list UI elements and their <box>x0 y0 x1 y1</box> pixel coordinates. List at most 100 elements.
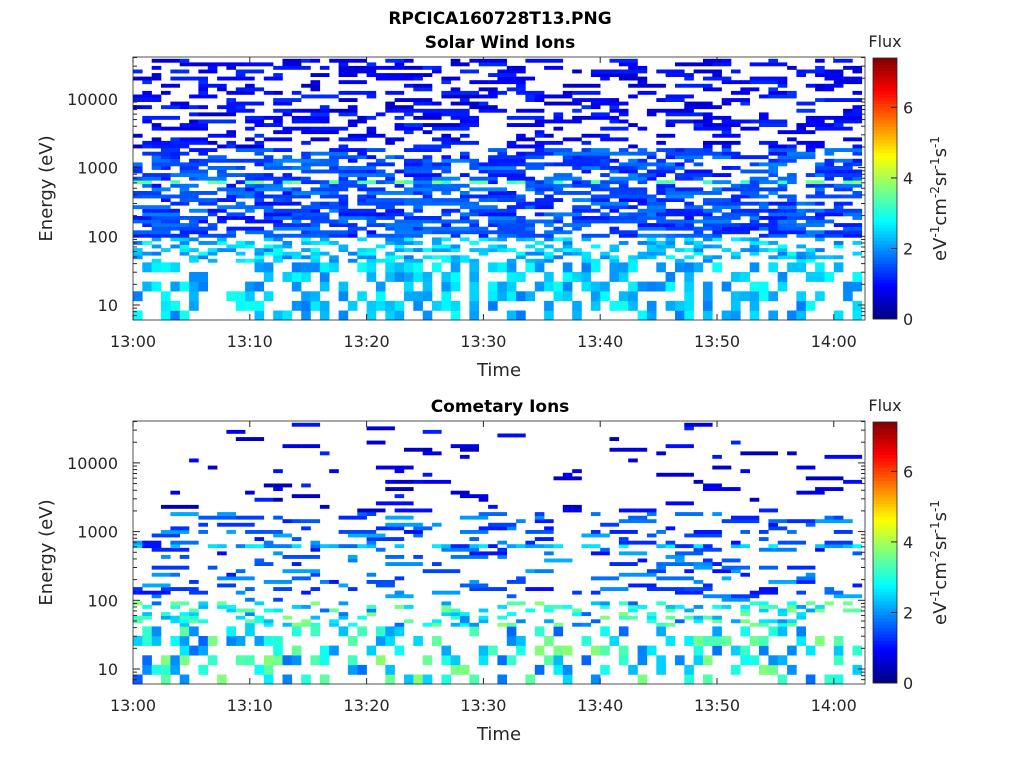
heatmap-cell <box>170 194 180 199</box>
heatmap-cell <box>366 94 377 99</box>
heatmap-cell <box>478 583 489 588</box>
heatmap-cell <box>310 519 321 524</box>
heatmap-cell <box>161 90 171 95</box>
heatmap-cell <box>198 158 208 163</box>
heatmap-cell <box>198 216 208 220</box>
colorbar-swatch <box>873 663 897 668</box>
heatmap-cell <box>226 248 236 252</box>
heatmap-cell <box>637 583 648 588</box>
heatmap-cell <box>609 101 620 106</box>
heatmap-cell <box>198 123 208 127</box>
heatmap-cell <box>179 230 190 235</box>
heatmap-cell <box>544 151 554 156</box>
heatmap-cell <box>404 148 414 152</box>
heatmap-cell <box>506 622 517 627</box>
heatmap-cell <box>562 472 573 477</box>
heatmap-cell <box>469 551 479 556</box>
heatmap-cell <box>310 212 321 217</box>
heatmap-cell <box>693 230 704 235</box>
heatmap-cell <box>282 674 293 685</box>
heatmap-cell <box>544 176 554 181</box>
heatmap-cell <box>170 310 180 321</box>
heatmap-cell <box>366 300 377 311</box>
heatmap-cell <box>329 608 339 613</box>
heatmap-cell <box>731 226 741 231</box>
heatmap-cell <box>600 216 610 220</box>
heatmap-cell <box>319 608 330 613</box>
heatmap-cell <box>703 615 713 620</box>
colorbar-swatch <box>873 676 897 681</box>
heatmap-cell <box>198 176 208 181</box>
heatmap-cell <box>338 612 349 616</box>
heatmap-cell <box>366 645 377 656</box>
x-tick-label: 13:20 <box>344 332 390 351</box>
heatmap-cell <box>572 622 582 627</box>
heatmap-cell <box>161 655 171 666</box>
heatmap-cell <box>375 223 386 227</box>
heatmap-cell <box>759 605 769 609</box>
heatmap-cell <box>628 58 638 63</box>
colorbar-swatch <box>873 133 897 137</box>
heatmap-cell <box>721 133 732 138</box>
heatmap-cell <box>637 605 648 609</box>
heatmap-cell <box>768 90 778 95</box>
heatmap-cell <box>693 533 704 538</box>
heatmap-cell <box>385 537 395 541</box>
heatmap-cell <box>432 300 442 311</box>
heatmap-cell <box>768 522 778 527</box>
heatmap-cell <box>189 504 199 509</box>
heatmap-cell <box>161 58 171 63</box>
heatmap-cell <box>375 526 386 531</box>
heatmap-cell <box>843 544 853 549</box>
heatmap-cell <box>731 133 741 138</box>
heatmap-cell <box>628 205 638 210</box>
heatmap-cell <box>450 94 461 99</box>
heatmap-cell <box>254 133 265 138</box>
heatmap-cell <box>310 444 321 449</box>
heatmap-cell <box>562 605 573 609</box>
heatmap-cell <box>151 223 162 227</box>
heatmap-cell <box>198 169 208 174</box>
heatmap-cell <box>460 108 470 113</box>
heatmap-cell <box>170 101 180 106</box>
heatmap-cell <box>450 115 461 120</box>
heatmap-cell <box>245 490 255 495</box>
heatmap-cell <box>301 126 311 131</box>
heatmap-cell <box>310 201 321 206</box>
heatmap-cell <box>637 519 648 524</box>
x-tick-label: 13:50 <box>694 696 740 715</box>
heatmap-cell <box>413 166 423 170</box>
colorbar-swatch <box>873 172 897 176</box>
heatmap-cell <box>450 555 461 559</box>
heatmap-cell <box>245 530 255 534</box>
heatmap-cell <box>843 194 853 199</box>
heatmap-cell <box>319 674 330 685</box>
heatmap-cell <box>450 208 461 213</box>
heatmap-cell <box>282 180 293 185</box>
x-tick-label: 13:30 <box>460 332 506 351</box>
heatmap-cell <box>852 115 863 120</box>
heatmap-cell <box>207 166 218 170</box>
heatmap-cell <box>478 515 489 520</box>
heatmap-cell <box>170 144 180 149</box>
heatmap-cell <box>441 479 451 484</box>
heatmap-cell <box>385 208 395 213</box>
heatmap-cell <box>721 187 732 192</box>
heatmap-cell <box>759 94 769 99</box>
heatmap-cell <box>618 169 629 174</box>
heatmap-cell <box>497 208 507 213</box>
heatmap-cell <box>852 191 863 195</box>
heatmap-cell <box>749 497 760 502</box>
heatmap-cell <box>198 137 208 142</box>
heatmap-cell <box>273 483 283 488</box>
heatmap-cell <box>133 169 143 174</box>
colorbar-tick-label: 0 <box>903 310 913 329</box>
heatmap-cell <box>646 112 657 117</box>
heatmap-cell <box>805 645 816 656</box>
heatmap-cell <box>684 158 694 163</box>
heatmap-cell <box>843 119 853 124</box>
heatmap-cell <box>347 119 358 124</box>
heatmap-cell <box>544 148 554 152</box>
heatmap-cell <box>796 258 806 263</box>
heatmap-cell <box>301 223 311 227</box>
